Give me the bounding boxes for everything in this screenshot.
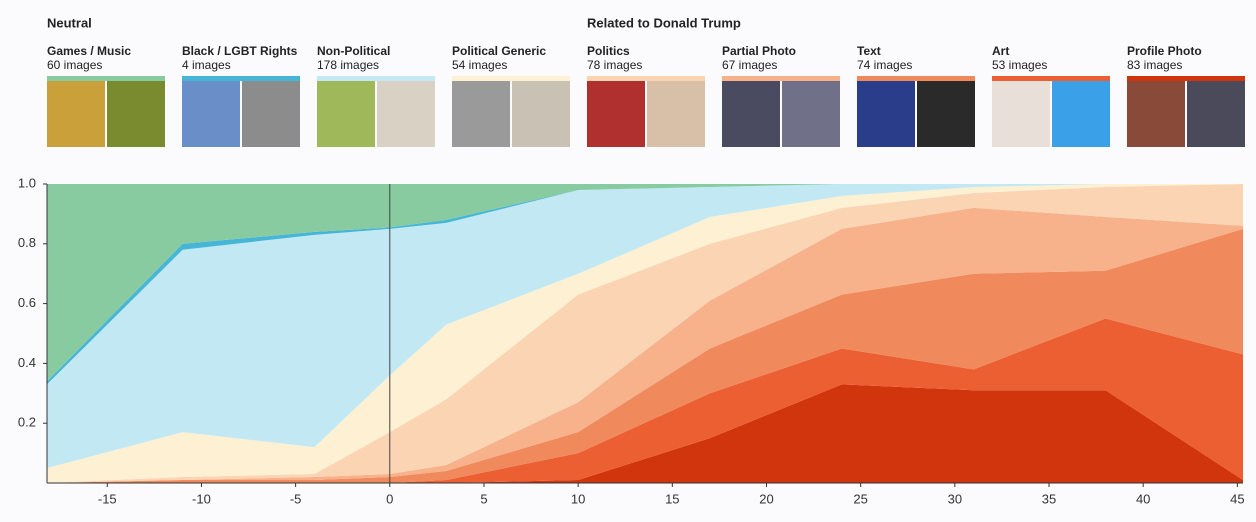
- category-count: 67 images: [722, 58, 777, 72]
- category-color-bar: [452, 76, 570, 81]
- x-tick-label: 5: [480, 491, 487, 506]
- area: [47, 184, 1243, 382]
- thumbnail: [242, 81, 300, 147]
- category-count: 178 images: [317, 58, 379, 72]
- x-tick-label: 20: [759, 491, 773, 506]
- thumbnail: [782, 81, 840, 147]
- category-count: 74 images: [857, 58, 912, 72]
- thumbnail: [182, 81, 240, 147]
- category-count: 4 images: [182, 58, 231, 72]
- thumbnail: [992, 81, 1050, 147]
- area: [47, 184, 1243, 483]
- group-title: Neutral: [47, 15, 92, 30]
- thumbnail: [452, 81, 510, 147]
- category-name: Non-Political: [317, 44, 390, 58]
- area: [47, 184, 1243, 483]
- thumbnail: [587, 81, 645, 147]
- x-tick-label: 10: [571, 491, 585, 506]
- category-count: 60 images: [47, 58, 102, 72]
- thumbnail: [647, 81, 705, 147]
- thumbnail: [512, 81, 570, 147]
- category-name: Partial Photo: [722, 44, 796, 58]
- x-tick-label: 15: [665, 491, 679, 506]
- category-name: Politics: [587, 44, 630, 58]
- thumbnail: [1052, 81, 1110, 147]
- y-tick-label: 0.4: [18, 355, 36, 370]
- x-tick-label: -15: [98, 491, 117, 506]
- x-tick-label: 45: [1230, 491, 1244, 506]
- x-tick-label: 25: [853, 491, 867, 506]
- category-color-bar: [587, 76, 705, 81]
- thumbnail: [317, 81, 375, 147]
- category-color-bar: [317, 76, 435, 81]
- category-name: Text: [857, 44, 881, 58]
- area: [47, 318, 1243, 483]
- category-color-bar: [1127, 76, 1245, 81]
- category-color-bar: [182, 76, 300, 81]
- y-tick-label: 1.0: [18, 175, 36, 190]
- category-color-bar: [722, 76, 840, 81]
- thumbnail: [377, 81, 435, 147]
- area: [47, 384, 1243, 483]
- x-tick-label: 0: [386, 491, 393, 506]
- category-count: 54 images: [452, 58, 507, 72]
- category-name: Games / Music: [47, 44, 131, 58]
- x-tick-label: 30: [948, 491, 962, 506]
- x-tick-label: 35: [1042, 491, 1056, 506]
- x-tick-label: -5: [290, 491, 302, 506]
- thumbnail: [1127, 81, 1185, 147]
- category-count: 83 images: [1127, 58, 1182, 72]
- y-tick-label: 0.6: [18, 295, 36, 310]
- category-color-bar: [857, 76, 975, 81]
- thumbnail: [722, 81, 780, 147]
- x-tick-label: -10: [192, 491, 211, 506]
- category-name: Black / LGBT Rights: [182, 44, 298, 58]
- area: [47, 228, 1243, 483]
- y-tick-label: 0.8: [18, 235, 36, 250]
- category-name: Profile Photo: [1127, 44, 1202, 58]
- thumbnail: [857, 81, 915, 147]
- thumbnail: [107, 81, 165, 147]
- group-title: Related to Donald Trump: [587, 15, 741, 30]
- thumbnail: [1187, 81, 1245, 147]
- x-tick-label: 40: [1136, 491, 1150, 506]
- category-color-bar: [47, 76, 165, 81]
- thumbnail: [47, 81, 105, 147]
- category-name: Political Generic: [452, 44, 546, 58]
- area: [47, 207, 1243, 484]
- y-tick-label: 0.2: [18, 415, 36, 430]
- category-count: 53 images: [992, 58, 1047, 72]
- area: [47, 184, 1243, 469]
- category-color-bar: [992, 76, 1110, 81]
- thumbnail: [917, 81, 975, 147]
- category-name: Art: [992, 44, 1009, 58]
- category-count: 78 images: [587, 58, 642, 72]
